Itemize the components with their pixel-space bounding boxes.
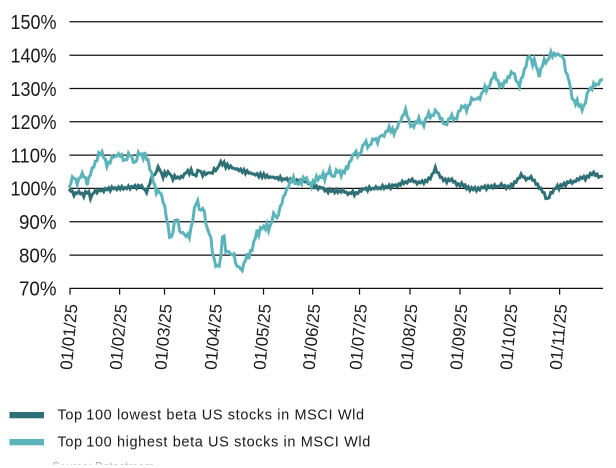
svg-text:110%: 110%	[11, 145, 57, 167]
svg-text:01/11/25: 01/11/25	[546, 303, 571, 370]
svg-text:01/10/25: 01/10/25	[497, 303, 522, 370]
svg-text:70%: 70%	[19, 279, 57, 301]
svg-text:01/09/25: 01/09/25	[447, 303, 472, 370]
svg-text:01/03/25: 01/03/25	[151, 303, 176, 370]
svg-text:100%: 100%	[11, 179, 57, 201]
svg-text:80%: 80%	[19, 245, 57, 267]
svg-text:120%: 120%	[11, 112, 57, 134]
svg-text:Top 100 lowest beta US stocks: Top 100 lowest beta US stocks in MSCI Wl…	[58, 407, 365, 423]
svg-text:01/06/25: 01/06/25	[300, 303, 325, 370]
svg-text:01/02/25: 01/02/25	[106, 303, 131, 370]
svg-text:90%: 90%	[19, 212, 57, 234]
svg-text:Top 100 highest beta US stocks: Top 100 highest beta US stocks in MSCI W…	[58, 434, 371, 450]
svg-text:01/07/25: 01/07/25	[346, 303, 371, 370]
svg-text:01/05/25: 01/05/25	[250, 303, 275, 370]
svg-text:01/04/25: 01/04/25	[201, 303, 226, 370]
svg-text:01/01/25: 01/01/25	[57, 303, 82, 370]
svg-text:150%: 150%	[11, 12, 57, 34]
svg-text:01/08/25: 01/08/25	[397, 303, 422, 370]
svg-text:140%: 140%	[11, 46, 57, 68]
svg-text:130%: 130%	[11, 79, 57, 101]
